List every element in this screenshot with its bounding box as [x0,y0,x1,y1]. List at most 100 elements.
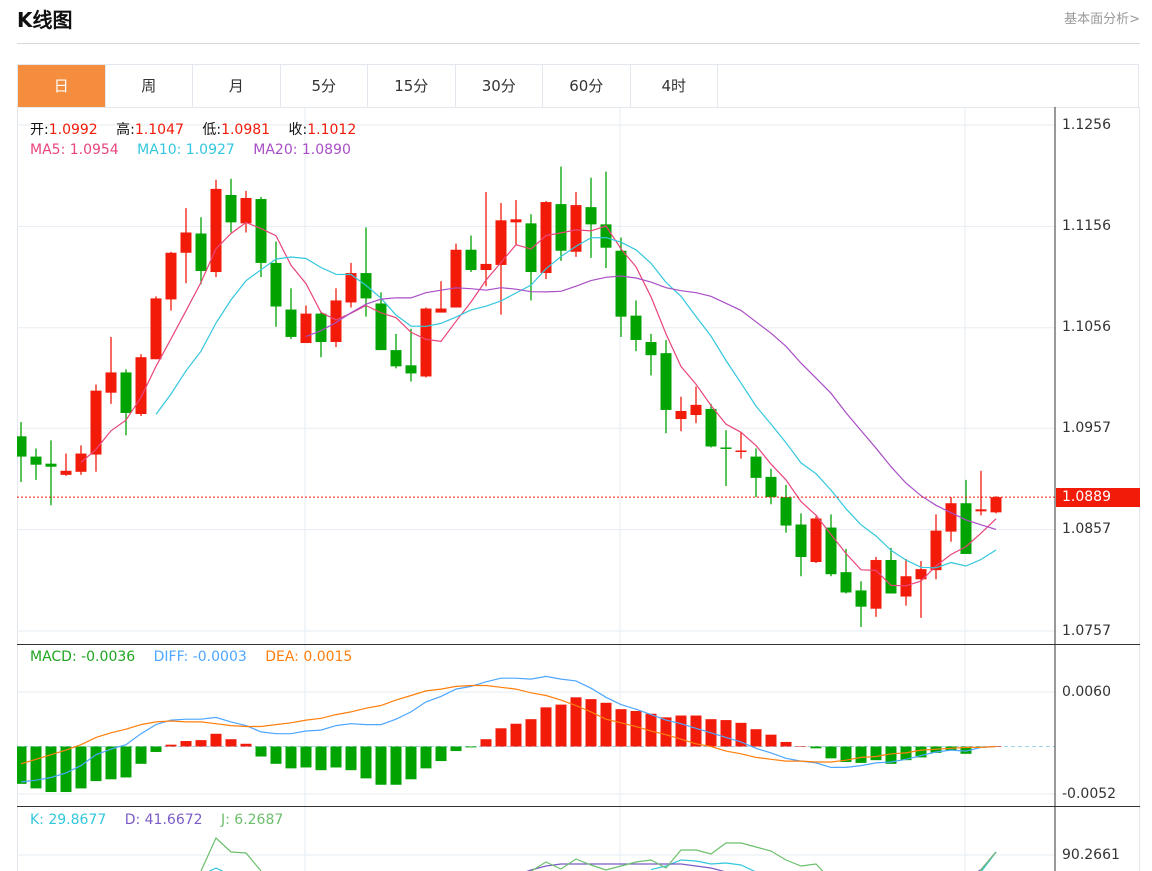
dea-legend-value: DEA: 0.0015 [265,649,353,665]
grid-lines [17,107,1055,871]
macd-bar [735,722,747,747]
price-tick: 1.1256 [1062,117,1111,133]
candle-down [285,309,297,337]
macd-bar [90,746,102,782]
candle-up [165,252,177,300]
candle-up [420,308,432,377]
current-price-tag: 1.0889 [1056,488,1140,507]
candle-up [540,202,552,274]
candle-down [660,353,672,410]
candle-down [705,408,717,447]
high-label: 高: [116,122,135,138]
low-label: 低: [202,122,222,138]
divider [17,43,1140,44]
ma10-line [155,236,997,569]
macd-bar [195,740,207,747]
candle-up [930,530,942,571]
candle-down [960,503,972,554]
k-line [650,859,756,871]
macd-bar [960,746,972,754]
price-tick: 1.1156 [1062,218,1111,234]
candle-up [450,249,462,308]
candle-down [555,204,567,251]
macd-bar [825,746,837,759]
diff-legend-value: DIFF: -0.0003 [153,649,247,665]
macd-bar [615,709,627,747]
macd-bar [30,746,42,789]
macd-bar [45,746,57,793]
candle-down [825,527,837,575]
macd-bar [585,699,597,747]
open-value: 1.0992 [48,122,98,138]
candle-up [135,357,147,414]
tab-15min[interactable]: 15分 [368,65,456,107]
j-line [530,842,824,871]
macd-bar [315,746,327,771]
candle-down [525,223,537,273]
macd-bar [375,746,387,785]
macd-bar [180,741,192,747]
candle-up [495,220,507,265]
candle-up [990,497,1002,513]
macd-bar [405,746,417,780]
candle-up [570,205,582,252]
macd-bar [525,719,537,747]
candle-down [465,249,477,271]
candle-down [390,350,402,367]
candle-down [780,497,792,526]
tab-month[interactable]: 月 [193,65,281,107]
price-tick: 1.0957 [1062,420,1111,436]
price-tick: 1.0757 [1062,623,1111,639]
macd-legend-value: MACD: -0.0036 [30,649,136,665]
tab-day[interactable]: 日 [18,65,106,107]
candle-up [345,273,357,303]
macd-bar [120,746,132,778]
macd-bar [390,746,402,785]
tab-5min[interactable]: 5分 [281,65,368,107]
tab-30min[interactable]: 30分 [456,65,543,107]
macd-bar [17,746,27,784]
candle-up [435,308,447,313]
candle-down [885,560,897,594]
candle-down [255,199,267,263]
ma5-legend: MA5: 1.0954 [30,142,119,158]
j-line [979,851,997,871]
macd-bar [795,746,807,747]
high-value: 1.1047 [134,122,184,138]
tab-60min[interactable]: 60分 [543,65,631,107]
macd-panel [17,675,1055,793]
macd-bar [600,702,612,747]
k-legend-value: K: 29.8677 [30,812,107,828]
j-line [200,836,262,871]
macd-bar [555,704,567,747]
macd-bar [870,746,882,761]
j-legend-value: J: 6.2687 [221,812,284,828]
macd-bar [105,746,117,780]
fundamental-analysis-link[interactable]: 基本面分析> [1064,12,1140,27]
macd-bar [240,743,252,747]
candle-down [585,207,597,225]
candle-down [120,372,132,413]
price-tick: 1.0857 [1062,521,1111,537]
macd-bar [345,746,357,771]
ma20-line [305,275,997,530]
candle-down [375,303,387,351]
macd-tick: -0.0052 [1062,786,1117,802]
candle-down [45,463,57,467]
candle-up [945,503,957,532]
candle-down [600,224,612,248]
ma5-line [80,221,997,587]
candle-up [975,509,987,512]
candle-up [870,560,882,609]
macd-bar [495,728,507,747]
macd-bar [420,746,432,769]
tab-4hour[interactable]: 4时 [631,65,718,107]
macd-bar [135,746,147,764]
macd-bar [720,720,732,747]
candle-up [810,518,822,563]
tab-week[interactable]: 周 [106,65,193,107]
candle-down [195,233,207,272]
ohlc-legend: 开:1.0992 高:1.1047 低:1.0981 收:1.1012 [30,119,356,139]
dea-line [20,684,997,765]
